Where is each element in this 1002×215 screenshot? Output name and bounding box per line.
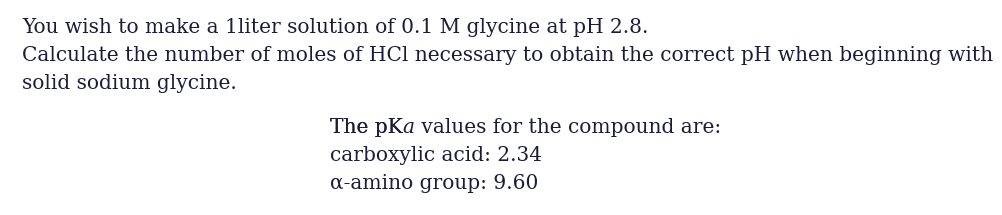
Text: You wish to make a 1liter solution of 0.1 M glycine at pH 2.8.: You wish to make a 1liter solution of 0.… [22, 18, 648, 37]
Text: The pK: The pK [330, 118, 403, 137]
Text: solid sodium glycine.: solid sodium glycine. [22, 74, 236, 93]
Text: values for the compound are:: values for the compound are: [415, 118, 721, 137]
Text: Calculate the number of moles of HCl necessary to obtain the correct pH when beg: Calculate the number of moles of HCl nec… [22, 46, 993, 65]
Text: α-amino group: 9.60: α-amino group: 9.60 [330, 174, 538, 193]
Text: The pK: The pK [330, 118, 403, 137]
Text: a: a [403, 118, 415, 137]
Text: carboxylic acid: 2.34: carboxylic acid: 2.34 [330, 146, 542, 165]
